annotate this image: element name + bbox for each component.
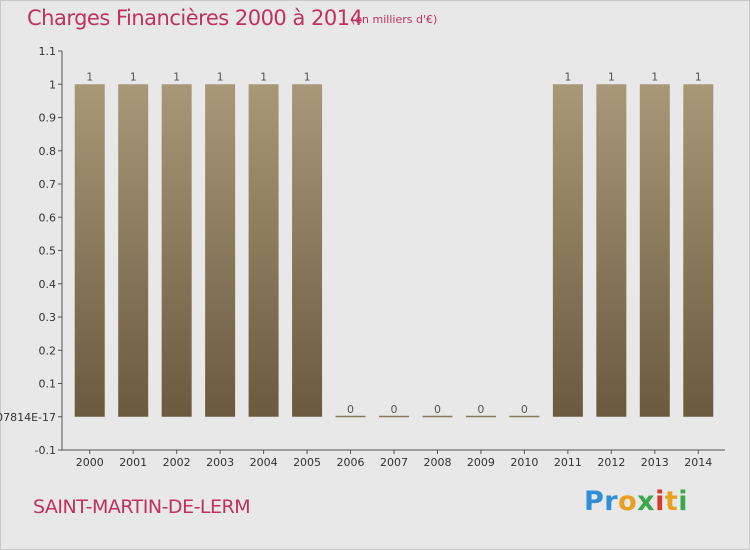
y-tick-label: 0.5 [39, 245, 57, 258]
data-label-2002: 1 [173, 70, 180, 83]
x-tick-label-2013: 2013 [641, 456, 669, 469]
bar-2005 [292, 84, 323, 417]
x-tick-label-2011: 2011 [554, 456, 582, 469]
x-tick-label-2007: 2007 [380, 456, 408, 469]
y-tick-label: 0.4 [39, 278, 57, 291]
bar-2010 [509, 415, 540, 418]
bar-2003 [205, 84, 236, 417]
bar-2009 [465, 415, 496, 418]
data-label-2000: 1 [86, 70, 93, 83]
data-label-2010: 0 [521, 403, 528, 416]
data-label-2011: 1 [564, 70, 571, 83]
x-tick-label-2006: 2006 [337, 456, 365, 469]
x-tick-label-2004: 2004 [250, 456, 278, 469]
bar-2002 [161, 84, 192, 417]
bar-2014 [683, 84, 714, 417]
y-tick-label: 0.2 [39, 344, 57, 357]
bar-2012 [596, 84, 627, 417]
y-tick-label: 0.3 [39, 311, 57, 324]
data-label-2001: 1 [130, 70, 137, 83]
x-tick-label-2000: 2000 [76, 456, 104, 469]
data-label-2012: 1 [608, 70, 615, 83]
x-tick-label-2001: 2001 [119, 456, 147, 469]
x-tick-label-2002: 2002 [163, 456, 191, 469]
y-tick-label: 0.7 [39, 178, 57, 191]
x-tick-label-2009: 2009 [467, 456, 495, 469]
commune-name: SAINT-MARTIN-DE-LERM [33, 496, 251, 518]
x-tick-label-2003: 2003 [206, 456, 234, 469]
y-tick-label: 1.1 [39, 45, 57, 58]
y-tick-label: -0.1 [35, 444, 56, 457]
data-label-2005: 1 [304, 70, 311, 83]
bar-2001 [118, 84, 149, 417]
proxiti-logo: Proxiti [584, 486, 689, 517]
y-tick-label: 0.9 [39, 112, 57, 125]
data-label-2006: 0 [347, 403, 354, 416]
y-tick-label: 0.1 [39, 378, 57, 391]
x-tick-label-2012: 2012 [597, 456, 625, 469]
bars [74, 84, 714, 418]
y-tick-label: 0.6 [39, 211, 57, 224]
x-tick-label-2005: 2005 [293, 456, 321, 469]
data-label-2008: 0 [434, 403, 441, 416]
data-label-2009: 0 [477, 403, 484, 416]
data-label-2007: 0 [391, 403, 398, 416]
data-labels: 1 1 1 1 1 1 0 0 0 0 0 1 1 1 1 [86, 70, 702, 416]
bar-2000 [74, 84, 105, 417]
y-tick-label: 0.8 [39, 145, 57, 158]
chart-subtitle: (en milliers d'€) [351, 13, 438, 26]
bar-2004 [248, 84, 279, 417]
x-tick-label-2008: 2008 [423, 456, 451, 469]
data-label-2003: 1 [217, 70, 224, 83]
bar-2007 [379, 415, 409, 418]
data-label-2014: 1 [695, 70, 702, 83]
x-tick-label-2014: 2014 [684, 456, 712, 469]
y-tick-label: 1 [49, 78, 56, 91]
bar-2011 [552, 84, 583, 417]
y-axis: 1.1 1 0.9 0.8 0.7 0.6 0.5 0.4 0.3 0.2 0.1 -2.080781… [0, 45, 63, 457]
bar-2013 [639, 84, 670, 417]
x-axis: 2000 2001 2002 2003 2004 2005 2006 2007 2008 2009… [62, 449, 725, 469]
bar-2008 [422, 415, 453, 418]
y-tick-label: -2.0807814E-17 [0, 411, 56, 424]
x-tick-label-2010: 2010 [510, 456, 538, 469]
data-label-2013: 1 [651, 70, 658, 83]
bar-2006 [335, 415, 366, 418]
chart-title: Charges Financières 2000 à 2014 [27, 6, 363, 30]
data-label-2004: 1 [260, 70, 267, 83]
